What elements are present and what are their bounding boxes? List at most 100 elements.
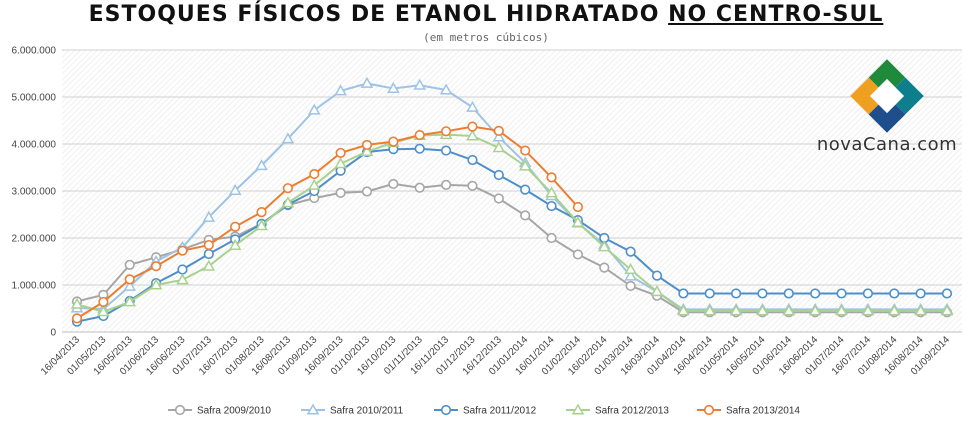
data-point — [388, 136, 399, 147]
data-point — [467, 121, 478, 132]
data-point — [889, 288, 900, 299]
data-point — [940, 304, 954, 316]
data-point — [124, 274, 135, 285]
chart-title: ESTOQUES FÍSICOS DE ETANOL HIDRATADO NO … — [0, 2, 972, 27]
data-point — [678, 288, 689, 299]
x-axis: 16/04/201301/05/201316/05/201301/06/2013… — [39, 334, 952, 377]
novacana-logo: novaCana.com — [812, 58, 962, 168]
legend-label: Safra 2013/2014 — [726, 406, 800, 417]
data-point — [571, 215, 585, 227]
data-point — [335, 147, 346, 159]
data-point — [440, 145, 452, 156]
data-point — [387, 82, 400, 94]
data-point — [757, 288, 768, 299]
legend-label: Safra 2010/2011 — [330, 406, 404, 417]
data-point — [677, 304, 690, 316]
y-tick-label: 5.000.000 — [12, 93, 57, 104]
data-point — [414, 129, 425, 141]
data-point — [70, 297, 84, 309]
data-point — [230, 221, 241, 232]
data-point — [202, 259, 216, 271]
y-tick-label: 4.000.000 — [12, 140, 57, 151]
data-point — [703, 304, 717, 316]
data-point — [282, 183, 294, 194]
data-point — [492, 130, 506, 142]
data-point — [782, 304, 796, 316]
data-point — [360, 145, 374, 157]
data-point — [651, 270, 663, 281]
data-point — [176, 273, 189, 285]
data-point — [650, 285, 664, 297]
data-point — [546, 232, 557, 244]
data-point — [306, 403, 320, 415]
data-point — [545, 186, 558, 198]
data-point — [756, 304, 769, 316]
data-point — [281, 132, 295, 144]
data-point — [414, 182, 425, 193]
data-point — [520, 210, 531, 221]
data-point — [492, 141, 506, 153]
data-point — [334, 157, 347, 169]
data-point — [729, 304, 743, 316]
data-point — [467, 154, 478, 166]
data-point — [360, 76, 374, 88]
data-point — [730, 288, 742, 299]
data-point — [414, 143, 425, 154]
data-point — [388, 178, 399, 190]
y-tick-label: 0 — [50, 328, 56, 339]
data-point — [467, 180, 478, 191]
data-point — [98, 296, 109, 308]
data-point — [71, 313, 83, 324]
data-point — [255, 219, 268, 231]
data-point — [546, 200, 557, 212]
data-point — [518, 159, 532, 171]
data-point — [597, 240, 611, 252]
data-point — [624, 269, 637, 281]
data-point — [862, 288, 874, 299]
data-point — [915, 288, 926, 299]
data-point — [440, 404, 452, 416]
y-axis: 0 1.000.000 2.000.000 3.000.000 4.000.000 5.0… — [12, 46, 57, 339]
data-point — [466, 129, 479, 141]
data-point — [228, 184, 242, 196]
data-point — [941, 288, 953, 299]
data-point — [202, 210, 216, 222]
data-point — [493, 193, 504, 204]
data-point — [361, 186, 373, 197]
data-point — [203, 248, 214, 260]
series-line — [76, 147, 947, 323]
legend: Safra 2009/2010 Safra 2010/2011 Safra 2011… — [168, 403, 800, 417]
legend-item: Safra 2012/2013 — [566, 403, 669, 417]
legend-label: Safra 2009/2010 — [197, 406, 271, 417]
data-point — [123, 295, 137, 307]
y-tick-label: 3.000.000 — [12, 187, 57, 198]
series-line — [76, 133, 947, 313]
y-tick-label: 1.000.000 — [12, 281, 57, 292]
data-point — [704, 288, 715, 299]
data-point — [124, 259, 135, 270]
y-tick-label: 6.000.000 — [12, 46, 57, 57]
legend-item: Safra 2009/2010 — [168, 404, 271, 417]
data-point — [572, 201, 584, 213]
data-point — [440, 179, 452, 190]
data-point — [177, 245, 188, 256]
data-point — [307, 178, 321, 190]
data-point — [599, 262, 610, 273]
title-part-1: ESTOQUES FÍSICOS DE ETANOL HIDRATADO — [88, 2, 669, 27]
data-point — [810, 288, 821, 299]
data-point — [307, 103, 321, 115]
y-tick-label: 2.000.000 — [12, 234, 57, 245]
series-line — [76, 82, 947, 311]
data-point — [177, 264, 188, 275]
data-point — [97, 305, 110, 317]
logo-text: novaCana.com — [816, 134, 958, 155]
data-point — [174, 404, 186, 416]
data-point — [440, 126, 452, 137]
data-point — [703, 404, 715, 416]
data-point — [520, 145, 531, 156]
data-point — [309, 168, 320, 180]
data-point — [493, 169, 504, 181]
data-point — [835, 304, 848, 316]
legend-item: Safra 2010/2011 — [301, 403, 404, 417]
